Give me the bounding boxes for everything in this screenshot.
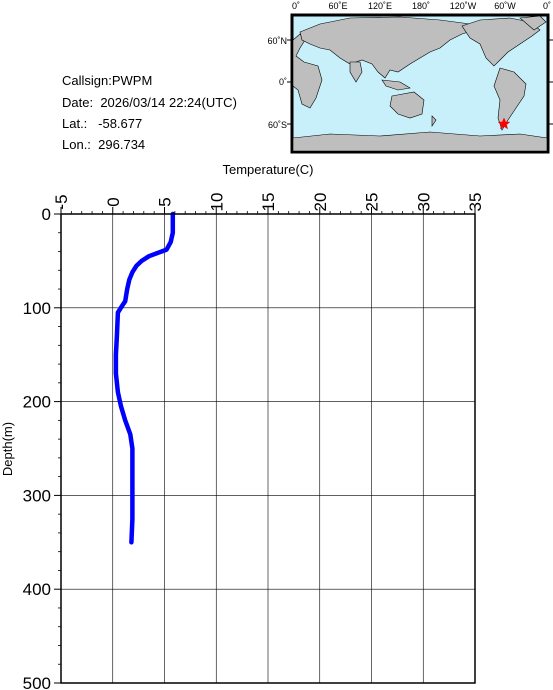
plot-area (113, 211, 176, 545)
lat-value: -58.677 (98, 116, 143, 131)
map-side-ticks: 60˚N 0˚ 60˚S (267, 36, 287, 130)
x-tick-label: 35 (466, 193, 485, 212)
world-map-svg: 0˚ 60˚E 120˚E 180˚ 120˚W 60˚W 0˚ 60˚N 0˚… (267, 1, 553, 154)
north-america-land (461, 17, 541, 67)
se-asia-islands (381, 79, 411, 91)
temperature-profile-line (113, 211, 176, 545)
map-top-tick: 60˚E (328, 1, 347, 11)
south-america-land (493, 67, 527, 131)
lon-label: Lon.: (62, 137, 91, 152)
date-label: Date: (62, 95, 94, 110)
plot-frame (60, 213, 476, 684)
callsign-value: PWPM (111, 73, 153, 88)
antarctica-land (292, 131, 548, 152)
x-tick-label: 15 (259, 193, 278, 212)
map-frame (290, 13, 550, 154)
lat-row: Lat.: -58.677 (62, 117, 142, 130)
x-tick-label: 5 (156, 197, 175, 206)
x-tick-label: 10 (207, 193, 226, 212)
y-tick-label: 200 (23, 393, 51, 412)
lon-row: Lon.: 296.734 (62, 138, 145, 151)
date-value: 2026/03/14 22:24(UTC) (100, 95, 237, 110)
y-tick-label: 400 (23, 580, 51, 599)
y-axis-label: Depth(m) (0, 422, 15, 476)
map-lat-tick: 0˚ (279, 77, 287, 87)
star-icon (497, 117, 511, 130)
new-zealand-land (431, 115, 437, 127)
map-top-tick: 120˚E (368, 1, 392, 11)
y-tick-label: 300 (23, 486, 51, 505)
map-land (292, 15, 548, 152)
x-tick-label: -5 (52, 194, 71, 209)
australia-land (389, 91, 425, 119)
date-row: Date: 2026/03/14 22:24(UTC) (62, 96, 237, 109)
y-tick-label: 0 (42, 205, 51, 224)
map-top-ticks: 0˚ 60˚E 120˚E 180˚ 120˚W 60˚W 0˚ (292, 1, 551, 11)
map-top-tick: 0˚ (292, 1, 300, 11)
callsign-label: Callsign: (62, 73, 112, 88)
lat-label: Lat.: (62, 116, 88, 131)
map-tick-marks (287, 39, 553, 125)
x-tick-label: 0 (104, 197, 123, 206)
callsign-row: Callsign:PWPM (62, 74, 152, 87)
x-tick-label: 30 (414, 193, 433, 212)
map-top-tick: 0˚ (543, 1, 551, 11)
x-tick-label: 25 (363, 193, 382, 212)
grid (60, 213, 476, 684)
map-top-tick: 120˚W (450, 1, 477, 11)
x-tick-label: 20 (311, 193, 330, 212)
map-lat-tick: 60˚S (268, 120, 287, 130)
x-axis-label: Temperature(C) (222, 162, 313, 177)
map-top-tick: 180˚ (412, 1, 430, 11)
map-lat-tick: 60˚N (267, 36, 287, 46)
lon-value: 296.734 (98, 137, 146, 152)
map-top-tick: 60˚W (494, 1, 516, 11)
greenland-land (519, 15, 547, 31)
y-tick-label: 100 (23, 299, 51, 318)
india-land (349, 61, 363, 83)
eurasia-land (299, 16, 476, 79)
y-tick-label: 500 (23, 674, 51, 690)
world-map: 0˚ 60˚E 120˚E 180˚ 120˚W 60˚W 0˚ 60˚N 0˚… (0, 0, 553, 160)
